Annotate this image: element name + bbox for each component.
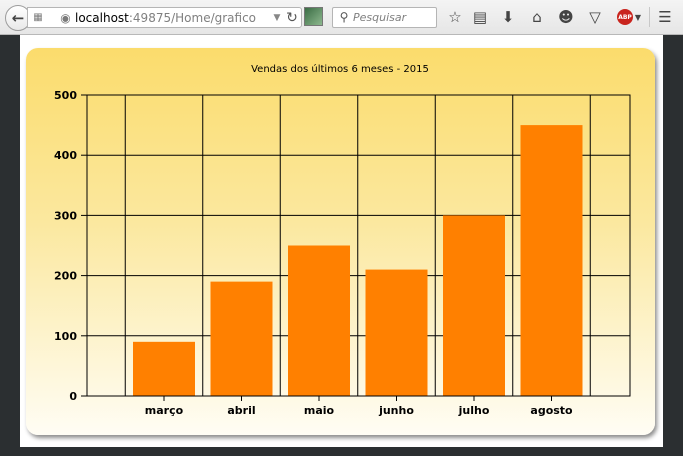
chart-panel: Vendas dos últimos 6 meses - 2015 0 100 20… (26, 48, 655, 435)
page-thumbnail-icon[interactable] (304, 7, 323, 26)
url-bar[interactable]: ▦ ◉ localhost:49875/Home/grafico ▼ ↻ (27, 7, 302, 28)
y-tick-label: 400 (54, 149, 77, 162)
browser-toolbar: ← ▦ ◉ localhost:49875/Home/grafico ▼ ↻ ⚲… (0, 0, 683, 35)
page-list-icon[interactable]: ▦ (33, 12, 43, 23)
reload-icon[interactable]: ↻ (286, 9, 298, 26)
x-tick-label: julho (458, 404, 490, 417)
url-host: localhost (75, 11, 129, 25)
x-tick-label: agosto (530, 404, 573, 417)
globe-icon[interactable]: ◉ (60, 10, 71, 25)
x-tick-label: junho (378, 404, 414, 417)
bar-junho (365, 269, 428, 396)
y-tick-label: 0 (69, 390, 77, 403)
toolbar-divider (649, 7, 650, 27)
download-icon[interactable]: ⬇ (501, 8, 515, 26)
search-icon: ⚲ (339, 10, 349, 24)
plot-frame (86, 94, 631, 397)
chart-title: Vendas dos últimos 6 meses - 2015 (251, 63, 429, 75)
search-placeholder: Pesquisar (353, 11, 407, 24)
y-tick-label: 200 (54, 270, 77, 283)
chart-bars (133, 125, 583, 396)
emoji-icon[interactable]: ☻ (558, 8, 574, 26)
bookmark-star-icon[interactable]: ☆ (448, 8, 462, 26)
url-path: :49875/Home/grafico (128, 11, 257, 25)
bar-maio (288, 245, 350, 396)
page-viewport: Vendas dos últimos 6 meses - 2015 0 100 20… (20, 35, 663, 447)
history-dropdown-icon[interactable]: ▼ (273, 12, 281, 23)
bar-chart: Vendas dos últimos 6 meses - 2015 0 100 20… (54, 63, 631, 417)
x-tick-label: abril (227, 404, 255, 417)
y-tick-labels: 0 100 200 300 400 500 (54, 89, 77, 403)
search-input[interactable]: ⚲ Pesquisar (332, 7, 437, 28)
y-tick-label: 100 (54, 330, 77, 343)
bar-março (133, 341, 195, 396)
home-icon[interactable]: ⌂ (532, 8, 542, 26)
bar-abril (210, 281, 273, 396)
x-tick-label: maio (304, 404, 335, 417)
pocket-icon[interactable]: ▽ (589, 8, 601, 26)
reading-list-icon[interactable]: ▤ (472, 8, 488, 26)
y-tick-label: 300 (54, 209, 77, 222)
x-tick-label: março (145, 404, 184, 417)
menu-icon[interactable]: ☰ (658, 8, 672, 26)
bar-julho (443, 215, 505, 396)
y-tick-label: 500 (54, 89, 77, 102)
bar-agosto (520, 125, 583, 396)
back-arrow-icon[interactable]: ← (5, 5, 31, 31)
chart-axes (81, 94, 631, 401)
url-text[interactable]: localhost:49875/Home/grafico (75, 11, 256, 25)
adblock-dropdown-icon[interactable]: ▼ (634, 12, 642, 22)
adblock-icon[interactable]: ABP (617, 9, 633, 25)
x-tick-labels: março abril maio junho julho agosto (145, 404, 573, 417)
